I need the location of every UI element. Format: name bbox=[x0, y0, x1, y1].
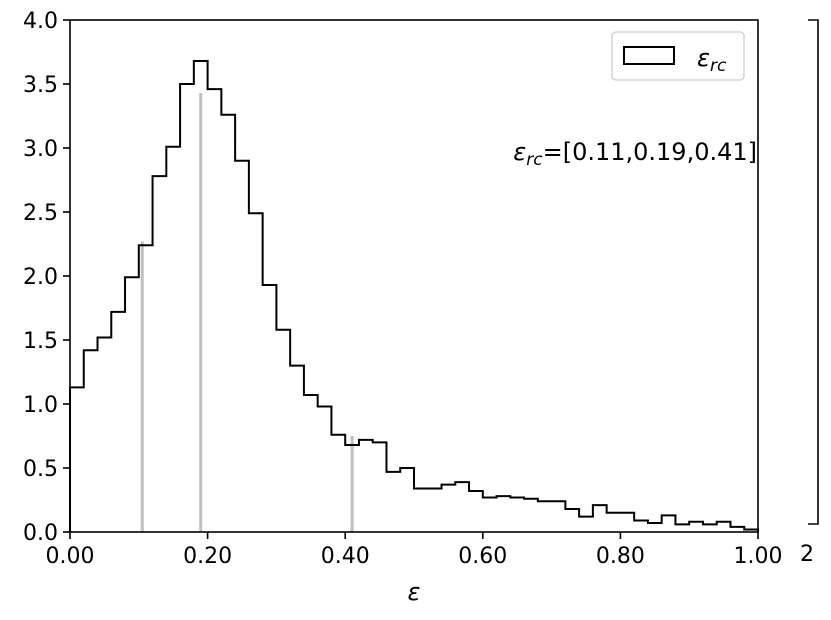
x-tick-label: 0.20 bbox=[183, 544, 232, 569]
annotation-subscript: rc bbox=[526, 150, 543, 170]
x-tick-label: 0.00 bbox=[46, 544, 95, 569]
x-tick-label: 0.60 bbox=[458, 544, 507, 569]
legend-swatch bbox=[623, 46, 675, 65]
legend-entry: εrc bbox=[697, 44, 727, 76]
y-axis-ticks: 0.0 0.5 1.0 1.5 2.0 2.5 3.0 3.5 4.0 bbox=[23, 9, 70, 546]
y-tick-label: 4.0 bbox=[23, 9, 58, 34]
y-tick-label: 3.5 bbox=[23, 73, 58, 98]
y-tick-label: 0.0 bbox=[23, 521, 58, 546]
y-tick-label: 3.0 bbox=[23, 137, 58, 162]
x-tick-label: 1.00 bbox=[734, 544, 783, 569]
x-axis-ticks: 0.00 0.20 0.40 0.60 0.80 1.00 bbox=[46, 532, 783, 569]
legend: εrc bbox=[611, 31, 745, 81]
annotation-text: εrc=[0.11,0.19,0.41] bbox=[513, 138, 757, 170]
legend-symbol: ε bbox=[697, 44, 710, 72]
y-tick-label: 2.0 bbox=[23, 265, 58, 290]
side-label: 2 bbox=[800, 542, 814, 567]
y-tick-label: 2.5 bbox=[23, 201, 58, 226]
x-tick-label: 0.40 bbox=[321, 544, 370, 569]
legend-subscript: rc bbox=[710, 56, 727, 76]
quantile-lines bbox=[140, 92, 354, 532]
y-tick-label: 1.5 bbox=[23, 329, 58, 354]
plot-frame bbox=[69, 19, 759, 533]
annotation-values: =[0.11,0.19,0.41] bbox=[543, 138, 757, 166]
x-axis-title: ε bbox=[408, 578, 421, 606]
y-tick-label: 0.5 bbox=[23, 457, 58, 482]
annotation-symbol: ε bbox=[513, 138, 526, 166]
side-colorbar-fragment: 2 bbox=[800, 19, 819, 567]
side-bracket bbox=[808, 19, 819, 525]
legend-frame bbox=[611, 31, 745, 81]
y-tick-label: 1.0 bbox=[23, 393, 58, 418]
histogram-series-step bbox=[69, 59, 759, 532]
x-tick-label: 0.80 bbox=[596, 544, 645, 569]
